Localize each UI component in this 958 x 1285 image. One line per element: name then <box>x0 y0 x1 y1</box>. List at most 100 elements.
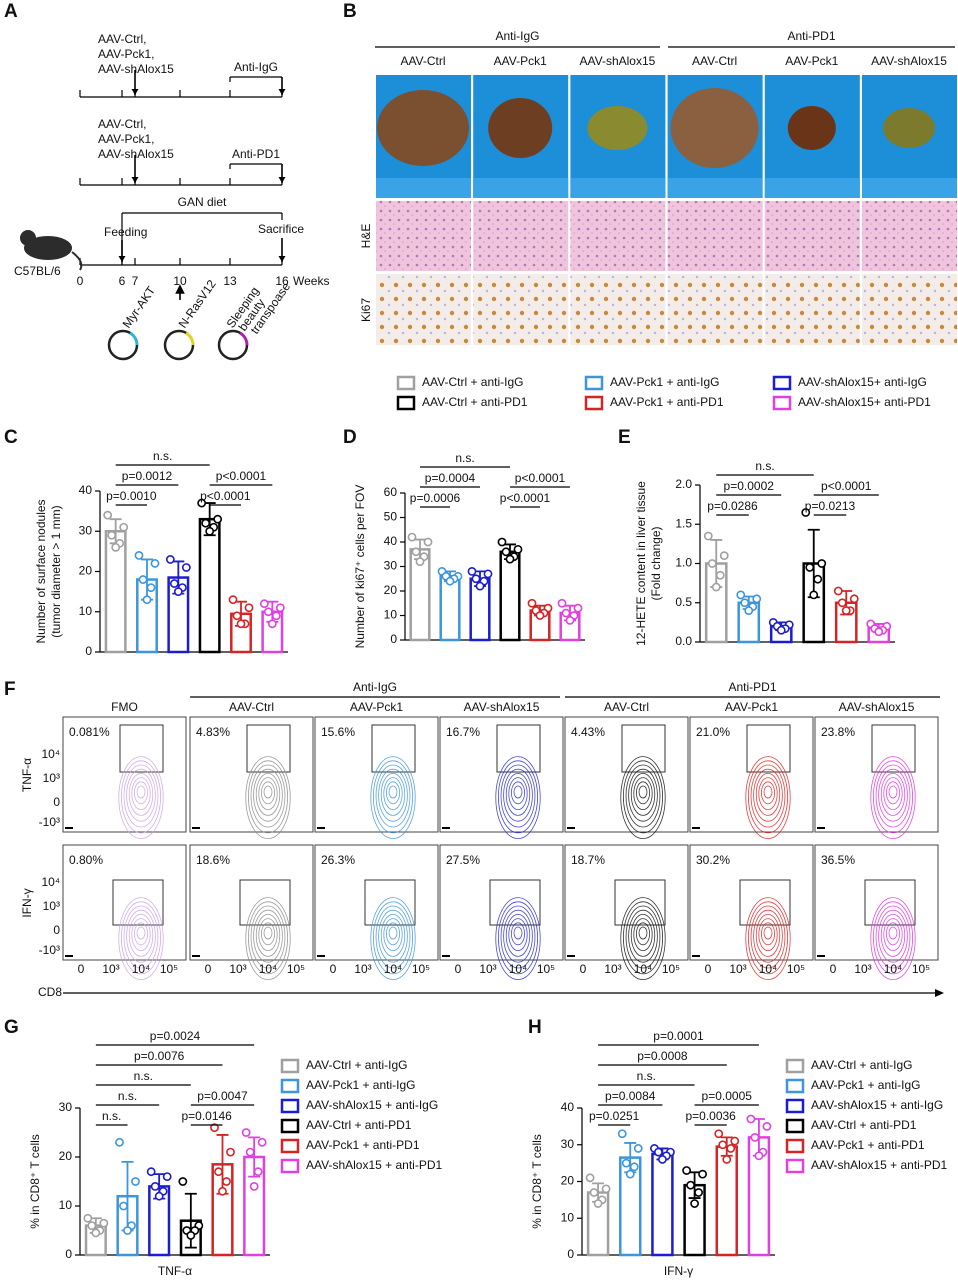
comparison-label: p<0.0001 <box>500 491 551 505</box>
legend-swatch <box>584 395 604 411</box>
contour <box>258 777 278 810</box>
data-point <box>154 1191 164 1201</box>
arrow-head <box>278 177 286 183</box>
contour <box>878 768 908 822</box>
data-point <box>119 522 129 532</box>
y-tick-label: 30 <box>384 559 398 573</box>
data-point <box>707 559 717 568</box>
y-axis-label: Number of surface nodules <box>34 499 48 643</box>
panel-letter: D <box>343 427 357 448</box>
panel-letter: C <box>4 427 18 448</box>
ki67-image <box>376 274 471 345</box>
arrow-head <box>131 89 139 95</box>
legend-label: AAV-shAlox15+ anti-IgG <box>798 375 927 389</box>
contour <box>258 918 278 951</box>
data-point <box>169 579 179 588</box>
data-point <box>228 595 238 605</box>
data-point <box>181 563 191 572</box>
x-tick-label: 10⁴ <box>509 962 528 976</box>
liver <box>377 90 469 166</box>
legend-label: AAV-Ctrl + anti-IgG <box>306 1058 407 1072</box>
y-tick-label: 1.0 <box>675 556 692 570</box>
contour <box>870 756 916 839</box>
gate <box>489 879 541 926</box>
x-tick-label: 10³ <box>729 962 746 976</box>
arrow-head <box>278 256 286 262</box>
contour <box>625 905 661 969</box>
contour <box>503 768 533 822</box>
data-point <box>682 1166 691 1175</box>
y-tick-label: 0 <box>53 923 60 937</box>
contour <box>873 901 914 975</box>
legend-swatch <box>280 1098 300 1114</box>
contour <box>245 897 291 980</box>
data-point <box>809 590 819 600</box>
legend-swatch <box>785 1118 805 1134</box>
contour <box>748 901 789 975</box>
legend-swatch <box>772 395 792 411</box>
data-point <box>483 569 493 579</box>
week-unit: Weeks <box>293 274 329 288</box>
gate <box>614 879 666 926</box>
data-point <box>633 1144 643 1153</box>
data-point <box>197 498 207 508</box>
contour <box>121 901 162 975</box>
data-point <box>686 1180 695 1190</box>
data-point <box>471 574 481 584</box>
data-point <box>837 598 847 608</box>
gate <box>239 879 291 926</box>
gate <box>119 724 164 773</box>
data-point <box>573 603 583 613</box>
contour <box>370 756 416 839</box>
data-point <box>601 1184 611 1194</box>
y-tick-label: 60 <box>384 485 398 499</box>
legend-label: AAV-Ctrl + anti-IgG <box>422 375 523 389</box>
data-point <box>134 551 144 560</box>
contour <box>638 785 648 799</box>
contour <box>633 918 653 951</box>
column-label: AAV-shAlox15 <box>871 54 947 68</box>
contour <box>888 785 898 799</box>
column-label: AAV-Ctrl <box>692 54 737 68</box>
panel-letter: G <box>4 1017 19 1038</box>
gate <box>371 724 416 773</box>
injection-label: AAV-shAlox15 <box>98 147 174 161</box>
data-point <box>205 526 215 536</box>
y-tick-label: 0 <box>65 1247 72 1261</box>
injection-label: AAV-Pck1, <box>98 47 154 61</box>
contour <box>873 760 914 834</box>
ki67-image <box>862 274 957 345</box>
x-tick-label: 10⁵ <box>912 962 930 976</box>
contour <box>123 905 159 969</box>
legend-label: AAV-Pck1 + anti-PD1 <box>811 1138 925 1152</box>
contour <box>253 909 283 963</box>
treatment-label: Anti-PD1 <box>232 147 280 161</box>
percentage: 26.3% <box>321 853 355 867</box>
data-point <box>730 1136 740 1146</box>
contour <box>260 922 275 946</box>
y-tick-label: 20 <box>561 1174 575 1188</box>
contour <box>636 781 651 805</box>
legend-label: AAV-Pck1 + anti-PD1 <box>306 1138 420 1152</box>
x-tick-label: 0 <box>455 962 462 976</box>
data-point <box>218 1186 227 1196</box>
y-axis-label: (tumor diameter > 1 mm) <box>49 505 63 637</box>
data-point <box>726 1144 736 1153</box>
contour <box>623 901 664 975</box>
data-point <box>714 1129 724 1139</box>
x-tick-label: 10⁴ <box>634 962 653 976</box>
comparison-label: p=0.0084 <box>605 1089 656 1103</box>
bar <box>651 1152 674 1257</box>
comparison-label: p=0.0286 <box>707 499 758 513</box>
column-label: AAV-Pck1 <box>494 54 547 68</box>
contour <box>383 918 403 951</box>
arrow-head <box>118 256 126 262</box>
plasmid-label: Myr-AKT <box>120 283 159 330</box>
data-point <box>146 583 156 592</box>
data-point <box>165 555 175 564</box>
data-point <box>497 537 507 547</box>
data-point <box>801 508 811 517</box>
contour <box>245 756 291 839</box>
data-point <box>746 1114 756 1124</box>
legend-swatch <box>280 1158 300 1174</box>
